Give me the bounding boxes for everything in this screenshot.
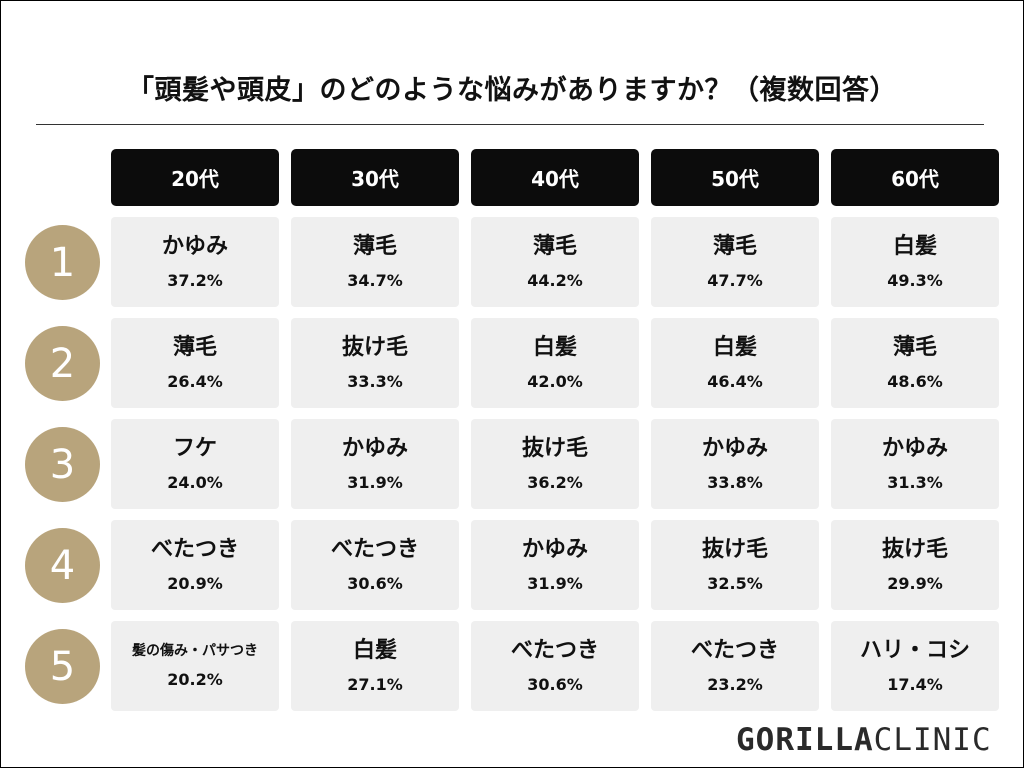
- title-divider: [36, 124, 984, 125]
- header-60s: 60代: [831, 149, 999, 206]
- logo-part-clinic: CLINIC: [873, 722, 992, 758]
- concern-label: べたつき: [690, 638, 779, 664]
- concern-label: 薄毛: [892, 335, 937, 361]
- concern-label: 薄毛: [712, 234, 757, 260]
- table-cell: べたつき 20.9%: [111, 520, 279, 610]
- table-cell: かゆみ 37.2%: [111, 217, 279, 307]
- table-cell: 抜け毛 36.2%: [471, 419, 639, 509]
- page-title: 「頭髪や頭皮」のどのような悩みがありますか？（複数回答）: [127, 75, 897, 106]
- table-cell: 白髪 49.3%: [831, 217, 999, 307]
- table-cell: 薄毛 48.6%: [831, 318, 999, 408]
- concern-label: 抜け毛: [881, 537, 948, 563]
- rank-row-1: 1 かゆみ 37.2% 薄毛 34.7% 薄毛 44.2% 薄毛 47.7% 白髪 49.…: [0, 217, 1024, 307]
- percent-value: 32.5%: [707, 573, 763, 593]
- concern-label: かゆみ: [701, 436, 768, 462]
- percent-value: 30.6%: [527, 674, 583, 694]
- concern-label: 薄毛: [352, 234, 397, 260]
- concern-label: 薄毛: [532, 234, 577, 260]
- rank-badge: 3: [25, 427, 100, 502]
- table-cell: フケ 24.0%: [111, 419, 279, 509]
- table-cell: 白髪 46.4%: [651, 318, 819, 408]
- concern-label: 白髪: [532, 335, 577, 361]
- rank-badge: 4: [25, 528, 100, 603]
- rank-row-3: 3 フケ 24.0% かゆみ 31.9% 抜け毛 36.2% かゆみ 33.8% かゆみ…: [0, 419, 1024, 509]
- table-cell: べたつき 30.6%: [291, 520, 459, 610]
- concern-label: かゆみ: [341, 436, 408, 462]
- table-cell: 髪の傷み・パサつき 20.2%: [111, 621, 279, 711]
- table-cell: ハリ・コシ 17.4%: [831, 621, 999, 711]
- header-40s: 40代: [471, 149, 639, 206]
- rank-row-2: 2 薄毛 26.4% 抜け毛 33.3% 白髪 42.0% 白髪 46.4% 薄毛 48.…: [0, 318, 1024, 408]
- table-cell: かゆみ 31.9%: [471, 520, 639, 610]
- concern-label: かゆみ: [161, 234, 228, 260]
- concern-label: 薄毛: [172, 335, 217, 361]
- concern-label: 抜け毛: [701, 537, 768, 563]
- percent-value: 37.2%: [167, 270, 223, 290]
- concern-label: べたつき: [330, 537, 419, 563]
- percent-value: 36.2%: [527, 472, 583, 492]
- percent-value: 27.1%: [347, 674, 403, 694]
- percent-value: 20.9%: [167, 573, 223, 593]
- rank-badge: 5: [25, 629, 100, 704]
- concern-label: かゆみ: [521, 537, 588, 563]
- percent-value: 49.3%: [887, 270, 943, 290]
- header-50s: 50代: [651, 149, 819, 206]
- percent-value: 44.2%: [527, 270, 583, 290]
- table-cell: 薄毛 44.2%: [471, 217, 639, 307]
- percent-value: 33.8%: [707, 472, 763, 492]
- rank-badge: 2: [25, 326, 100, 401]
- percent-value: 31.9%: [347, 472, 403, 492]
- table-cell: 抜け毛 33.3%: [291, 318, 459, 408]
- percent-value: 24.0%: [167, 472, 223, 492]
- percent-value: 33.3%: [347, 371, 403, 391]
- percent-value: 47.7%: [707, 270, 763, 290]
- percent-value: 34.7%: [347, 270, 403, 290]
- concern-label: フケ: [172, 436, 217, 462]
- percent-value: 20.2%: [167, 669, 223, 689]
- table-cell: べたつき 30.6%: [471, 621, 639, 711]
- concern-label: べたつき: [510, 638, 599, 664]
- concern-label: 白髪: [892, 234, 937, 260]
- table-cell: 白髪 42.0%: [471, 318, 639, 408]
- rank-row-4: 4 べたつき 20.9% べたつき 30.6% かゆみ 31.9% 抜け毛 32.5% …: [0, 520, 1024, 610]
- rank-row-5: 5 髪の傷み・パサつき 20.2% 白髪 27.1% べたつき 30.6% べたつき 2…: [0, 621, 1024, 711]
- table-cell: 抜け毛 32.5%: [651, 520, 819, 610]
- rank-badge: 1: [25, 225, 100, 300]
- percent-value: 42.0%: [527, 371, 583, 391]
- concern-label: かゆみ: [881, 436, 948, 462]
- concern-label: ハリ・コシ: [859, 638, 970, 664]
- concern-label: 白髪: [352, 638, 397, 664]
- percent-value: 26.4%: [167, 371, 223, 391]
- concern-label: 抜け毛: [341, 335, 408, 361]
- gorilla-clinic-logo: GORILLACLINIC: [736, 722, 992, 758]
- logo-part-gorilla: GORILLA: [736, 722, 874, 758]
- percent-value: 46.4%: [707, 371, 763, 391]
- table-cell: かゆみ 31.9%: [291, 419, 459, 509]
- concern-label: べたつき: [150, 537, 239, 563]
- percent-value: 31.9%: [527, 573, 583, 593]
- table-cell: 白髪 27.1%: [291, 621, 459, 711]
- percent-value: 31.3%: [887, 472, 943, 492]
- percent-value: 30.6%: [347, 573, 403, 593]
- percent-value: 17.4%: [887, 674, 943, 694]
- table-cell: べたつき 23.2%: [651, 621, 819, 711]
- percent-value: 29.9%: [887, 573, 943, 593]
- concern-label: 抜け毛: [521, 436, 588, 462]
- age-header-row: 20代 30代 40代 50代 60代: [111, 149, 999, 206]
- concern-label: 白髪: [712, 335, 757, 361]
- table-cell: かゆみ 33.8%: [651, 419, 819, 509]
- header-20s: 20代: [111, 149, 279, 206]
- concern-label: 髪の傷み・パサつき: [132, 643, 258, 660]
- table-cell: かゆみ 31.3%: [831, 419, 999, 509]
- table-cell: 薄毛 47.7%: [651, 217, 819, 307]
- table-cell: 薄毛 26.4%: [111, 318, 279, 408]
- percent-value: 23.2%: [707, 674, 763, 694]
- header-30s: 30代: [291, 149, 459, 206]
- percent-value: 48.6%: [887, 371, 943, 391]
- table-cell: 抜け毛 29.9%: [831, 520, 999, 610]
- table-cell: 薄毛 34.7%: [291, 217, 459, 307]
